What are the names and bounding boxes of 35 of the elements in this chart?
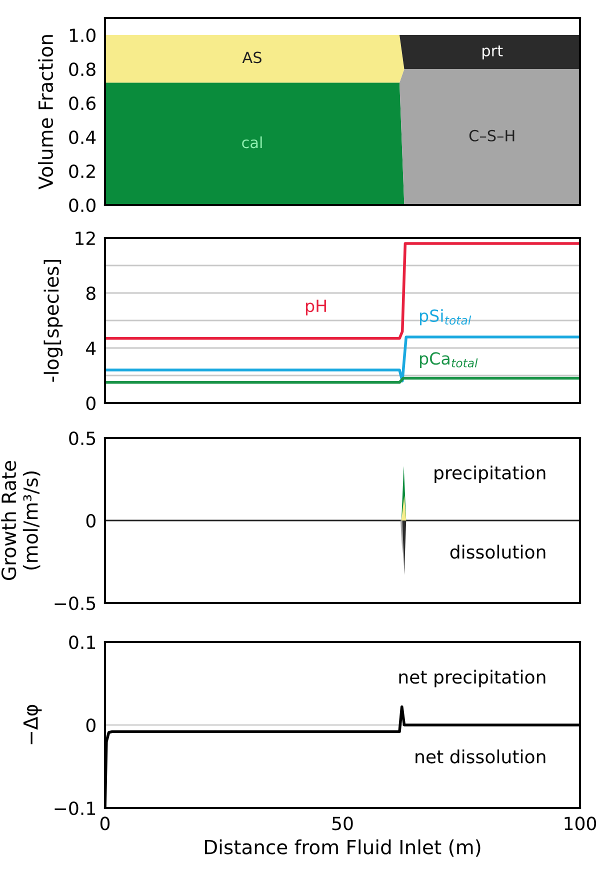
y-tick-label: 0.1	[69, 635, 95, 650]
y-tick-label: −0.1	[54, 801, 95, 816]
series-label: pSi$_{total}$	[420, 309, 472, 326]
y-axis-title: -log[species]	[44, 260, 63, 382]
y-tick-label: 0	[86, 396, 96, 410]
series-label: pH	[306, 300, 326, 316]
y-tick-label: −0.5	[54, 596, 96, 610]
y-tick-label: 0.5	[69, 431, 96, 446]
y-axis-title: Growth Rate (mol/m³/s)	[1, 460, 40, 580]
series-label: AS	[242, 52, 262, 64]
x-tick-label: 0	[100, 816, 110, 830]
x-tick-label: 50	[332, 816, 353, 830]
annotation: dissolution	[450, 544, 546, 559]
y-tick-label: 0.2	[69, 164, 95, 178]
annotation: net precipitation	[399, 670, 546, 688]
y-axis-title: −Δφ	[23, 704, 42, 744]
x-axis-title: Distance from Fluid Inlet (m)	[205, 839, 480, 857]
series-label: cal	[242, 136, 262, 148]
y-tick-label: 0	[86, 718, 96, 732]
y-tick-label: 0.4	[69, 130, 96, 144]
y-tick-label: 12	[76, 231, 95, 245]
x-tick-label: 100	[564, 816, 596, 830]
y-tick-label: 1.0	[70, 28, 96, 42]
y-tick-label: 0	[86, 514, 96, 528]
annotation: net dissolution	[416, 749, 546, 764]
series-label: pCa$_{total}$	[420, 352, 478, 368]
series-label: C–S–H	[469, 130, 514, 142]
y-tick-label: 8	[86, 286, 96, 300]
series-label: prt	[482, 45, 503, 60]
y-axis-title: Volume Fraction	[38, 35, 54, 190]
y-tick-label: 0.6	[69, 96, 96, 110]
annotation: precipitation	[434, 466, 546, 484]
y-tick-label: 0.0	[69, 198, 96, 212]
y-tick-label: 4	[86, 342, 96, 355]
y-tick-label: 0.8	[69, 62, 96, 76]
